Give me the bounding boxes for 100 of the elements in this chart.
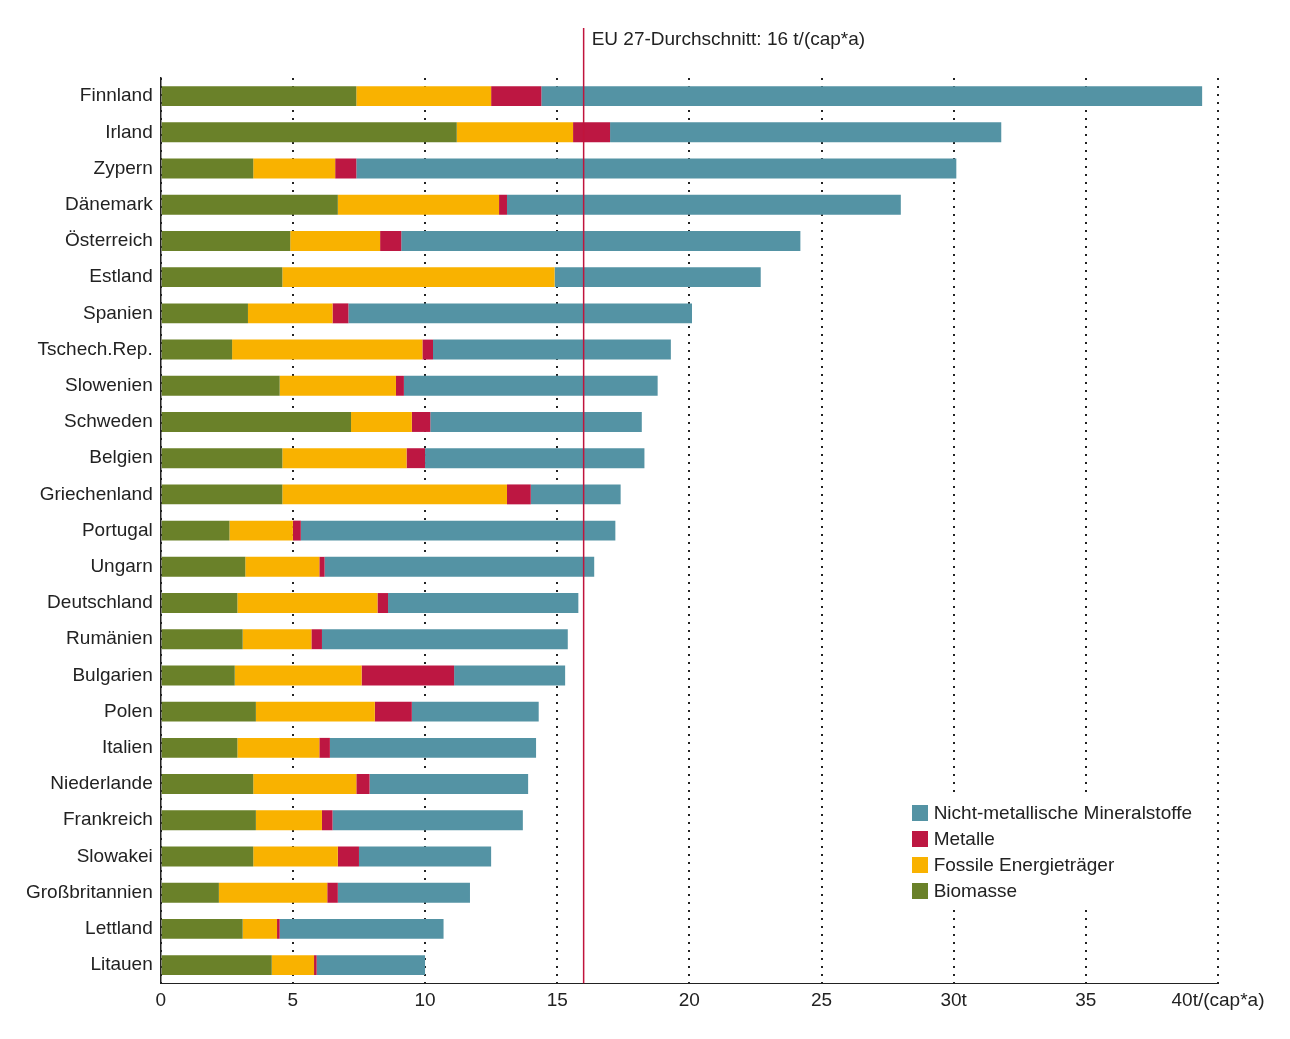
bar xyxy=(255,810,322,831)
y-tick-label: Niederlande xyxy=(50,772,153,794)
y-tick-label: Belgien xyxy=(89,446,153,468)
bar xyxy=(337,194,500,215)
bar xyxy=(351,412,412,432)
bar xyxy=(411,412,431,432)
bar xyxy=(316,955,426,976)
x-tick-label: 25 xyxy=(810,988,833,1010)
bar xyxy=(271,955,315,976)
bar xyxy=(356,86,492,107)
ref-line-label: EU 27-Durchschnitt: 16 t/(cap*a) xyxy=(591,28,866,50)
y-tick-label: Italien xyxy=(102,736,153,758)
bar xyxy=(425,448,645,469)
bar xyxy=(279,375,396,396)
y-tick-label: Deutschland xyxy=(47,591,153,613)
y-tick-label: Lettland xyxy=(85,917,153,939)
bar xyxy=(161,846,254,867)
x-tick-label: 15 xyxy=(546,988,568,1010)
y-tick-label: Dänemark xyxy=(65,192,154,214)
y-tick-label: Spanien xyxy=(82,301,153,323)
bar xyxy=(406,448,426,469)
bar xyxy=(554,267,761,288)
x-tick-label: 10 xyxy=(414,988,436,1010)
bar xyxy=(541,86,1203,107)
bar xyxy=(324,556,595,577)
bar xyxy=(161,955,272,976)
bar xyxy=(161,448,283,469)
y-tick-label: Litauen xyxy=(90,953,153,975)
y-tick-label: Portugal xyxy=(81,518,153,540)
bar xyxy=(456,122,574,143)
y-tick-label: Bulgarien xyxy=(72,663,153,685)
bar xyxy=(319,556,325,577)
bar xyxy=(401,230,801,251)
bar xyxy=(377,593,389,613)
bar xyxy=(253,158,336,179)
legend-label: Fossile Energieträger xyxy=(933,853,1115,877)
bar xyxy=(335,158,357,179)
bar xyxy=(161,701,256,722)
bar xyxy=(332,303,349,324)
x-tick-label: 35 xyxy=(1075,988,1097,1010)
bar xyxy=(161,303,248,324)
bar xyxy=(311,629,322,650)
bar xyxy=(161,86,357,107)
bar xyxy=(454,665,566,686)
bar xyxy=(358,846,492,867)
bar xyxy=(506,484,531,505)
bar xyxy=(282,448,407,469)
bar xyxy=(161,158,254,179)
bar xyxy=(279,918,444,939)
bar xyxy=(277,918,280,939)
bar xyxy=(161,375,280,396)
bar xyxy=(499,194,507,215)
bar xyxy=(253,774,357,795)
bar xyxy=(319,737,330,758)
y-tick-label: Zypern xyxy=(93,156,153,178)
bar xyxy=(161,665,235,686)
bar xyxy=(292,520,301,541)
bar xyxy=(374,701,412,722)
bar xyxy=(232,339,423,360)
bar xyxy=(247,303,333,324)
y-tick-label: Tschech.Rep. xyxy=(37,337,153,359)
bar xyxy=(369,774,529,795)
y-tick-label: Rumänien xyxy=(66,627,153,649)
bar xyxy=(356,774,370,795)
y-tick-label: Slowenien xyxy=(65,374,153,395)
bar xyxy=(506,194,901,215)
x-tick-label: 0 xyxy=(155,988,167,1010)
bar xyxy=(282,267,555,288)
bar xyxy=(255,701,375,722)
y-tick-label: Frankreich xyxy=(62,808,153,830)
bar xyxy=(300,520,616,541)
bar xyxy=(253,846,338,867)
bar xyxy=(218,882,328,903)
x-tick-label: 20 xyxy=(678,988,700,1010)
bar xyxy=(245,556,320,577)
y-tick-label: Schweden xyxy=(63,410,153,432)
bar xyxy=(388,593,579,613)
bar xyxy=(161,520,230,541)
bar xyxy=(161,882,219,903)
legend-label: Metalle xyxy=(933,827,995,851)
bar xyxy=(161,629,243,650)
bar xyxy=(380,230,402,251)
bar xyxy=(161,412,352,432)
bar xyxy=(348,303,693,324)
bar xyxy=(229,520,293,541)
bar xyxy=(430,412,642,432)
bar xyxy=(161,339,233,360)
bar xyxy=(161,122,457,143)
bar xyxy=(161,593,238,613)
x-tick-label: 30t xyxy=(940,988,968,1010)
bar xyxy=(242,629,312,650)
y-tick-label: Griechenland xyxy=(39,482,153,504)
bar xyxy=(242,918,278,939)
bar xyxy=(161,737,238,758)
y-tick-label: Ungarn xyxy=(90,555,153,577)
bar xyxy=(491,86,542,107)
bar xyxy=(403,375,658,396)
bar xyxy=(161,194,338,215)
bar xyxy=(530,484,621,505)
bar xyxy=(237,593,378,613)
